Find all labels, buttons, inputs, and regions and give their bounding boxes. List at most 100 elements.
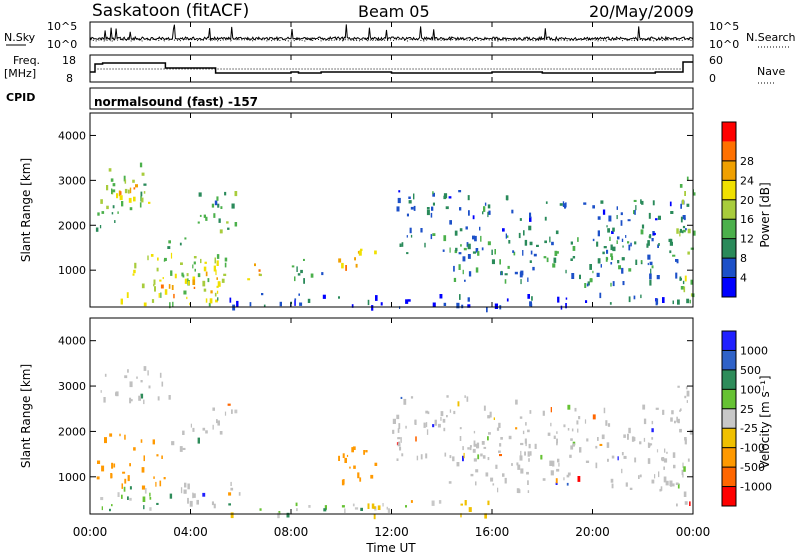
power-cell bbox=[529, 212, 532, 218]
power-cell bbox=[606, 225, 608, 228]
velocity-cell bbox=[519, 455, 523, 461]
colorbar-swatch bbox=[722, 486, 736, 506]
power-cell bbox=[487, 241, 491, 246]
power-cell bbox=[426, 209, 430, 216]
velocity-cell bbox=[511, 463, 513, 466]
power-cell bbox=[112, 189, 116, 193]
power-cell bbox=[119, 195, 123, 201]
velocity-cell bbox=[123, 486, 126, 492]
colorbar-tick-label: -25 bbox=[740, 422, 758, 435]
velocity-cell bbox=[585, 460, 590, 463]
velocity-cell bbox=[524, 438, 527, 444]
velocity-cell bbox=[482, 455, 486, 459]
velocity-cell bbox=[180, 487, 183, 494]
velocity-cell bbox=[351, 447, 354, 453]
velocity-cell bbox=[470, 473, 474, 477]
power-cell bbox=[681, 199, 685, 205]
cpid-value: normalsound (fast) -157 bbox=[94, 95, 258, 109]
power-cell bbox=[143, 191, 146, 194]
velocity-cell bbox=[161, 381, 164, 387]
velocity-cell bbox=[396, 458, 399, 461]
colorbar-tick-label: 8 bbox=[740, 252, 747, 265]
power-cell bbox=[562, 201, 565, 207]
power-cell bbox=[692, 192, 696, 196]
velocity-cell bbox=[365, 450, 368, 453]
power-cell bbox=[432, 202, 435, 206]
velocity-cell bbox=[654, 474, 656, 479]
power-cell bbox=[600, 200, 604, 204]
power-cell bbox=[216, 285, 219, 288]
power-cell bbox=[443, 235, 447, 242]
colorbar-tick-label: -100 bbox=[740, 442, 765, 455]
x-tick-label: 00:00 bbox=[676, 525, 711, 539]
velocity-cell bbox=[360, 507, 363, 511]
power-cell bbox=[216, 290, 219, 294]
velocity-cell bbox=[205, 430, 208, 434]
power-cell bbox=[151, 299, 155, 303]
power-cell bbox=[494, 249, 496, 255]
colorbar-tick-label: 24 bbox=[740, 174, 754, 187]
power-cell bbox=[616, 240, 618, 244]
power-cell bbox=[303, 258, 305, 261]
velocity-cell bbox=[449, 409, 452, 413]
noise-tick-low: 10^0 bbox=[47, 38, 77, 51]
power-cell bbox=[519, 218, 522, 221]
velocity-cell bbox=[104, 437, 107, 444]
power-cell bbox=[205, 216, 208, 221]
power-cell bbox=[507, 235, 509, 238]
velocity-cell bbox=[230, 512, 234, 519]
velocity-cell bbox=[534, 443, 537, 449]
velocity-cell bbox=[344, 508, 346, 513]
velocity-cell bbox=[387, 508, 391, 513]
velocity-cell bbox=[462, 446, 464, 451]
velocity-cell bbox=[628, 427, 631, 434]
velocity-cell bbox=[642, 404, 646, 410]
power-cell bbox=[180, 262, 183, 265]
velocity-cell bbox=[601, 434, 605, 440]
velocity-cell bbox=[500, 437, 503, 440]
power-cell bbox=[649, 273, 652, 280]
power-cell bbox=[647, 240, 650, 246]
power-cell bbox=[652, 200, 655, 206]
power-cell bbox=[129, 207, 133, 211]
power-cell bbox=[442, 249, 445, 252]
velocity-cell bbox=[683, 491, 687, 497]
colorbar-swatch bbox=[722, 389, 736, 409]
power-cell bbox=[100, 199, 103, 204]
power-cell bbox=[224, 262, 227, 268]
power-cell bbox=[610, 244, 613, 251]
power-cell bbox=[430, 212, 433, 218]
velocity-cell bbox=[683, 466, 686, 472]
power-cell bbox=[627, 219, 631, 222]
velocity-cell bbox=[189, 500, 193, 507]
power-cell bbox=[430, 234, 433, 240]
power-cell bbox=[606, 249, 609, 254]
velocity-cell bbox=[363, 450, 365, 455]
velocity-cell bbox=[377, 505, 381, 510]
velocity-cell bbox=[499, 454, 502, 457]
power-cell bbox=[95, 227, 99, 232]
freq-trace bbox=[90, 61, 693, 74]
velocity-cell bbox=[473, 440, 476, 446]
power-cell bbox=[608, 215, 612, 222]
velocity-cell bbox=[425, 410, 429, 414]
power-cell bbox=[345, 265, 347, 271]
colorbar-tick-label: 16 bbox=[740, 213, 754, 226]
freq-label: Freq. bbox=[13, 54, 40, 67]
power-cell bbox=[467, 195, 470, 201]
power-cell bbox=[127, 189, 130, 194]
nsearch-line bbox=[89, 38, 694, 42]
power-cell bbox=[648, 212, 651, 219]
velocity-cell bbox=[443, 427, 446, 432]
velocity-cell bbox=[498, 450, 501, 453]
power-cell bbox=[179, 242, 182, 246]
power-cell bbox=[112, 183, 116, 187]
velocity-cell bbox=[127, 369, 129, 373]
power-cell bbox=[181, 272, 184, 277]
velocity-cell bbox=[129, 399, 133, 402]
power-cell bbox=[164, 289, 168, 295]
velocity-cell bbox=[671, 410, 674, 415]
power-cell bbox=[297, 273, 301, 276]
x-tick-label: 12:00 bbox=[374, 525, 409, 539]
power-cell bbox=[505, 195, 509, 201]
